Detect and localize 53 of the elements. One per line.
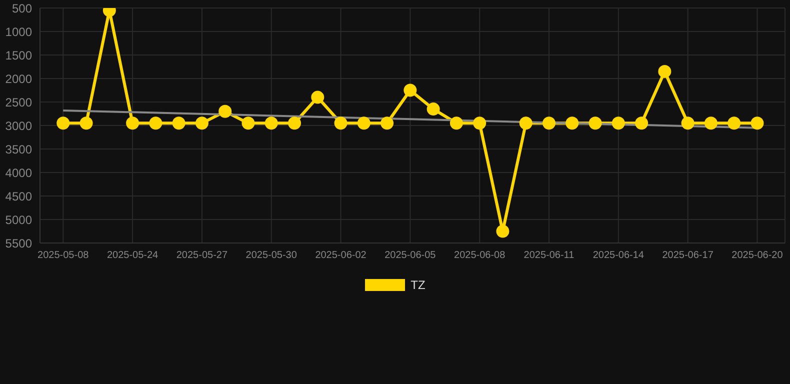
point xyxy=(588,116,602,130)
point xyxy=(242,116,255,130)
y-tick-label: 2500 xyxy=(5,95,32,110)
point xyxy=(566,116,579,130)
point xyxy=(612,116,625,130)
x-tick-label: 2025-06-08 xyxy=(454,250,506,262)
point xyxy=(126,116,140,130)
y-tick-label: 4000 xyxy=(5,166,32,180)
point xyxy=(750,116,764,130)
point xyxy=(704,116,718,130)
point xyxy=(635,116,648,130)
x-tick-label: 2025-05-24 xyxy=(106,250,159,262)
legend-label: TZ xyxy=(410,278,426,292)
y-tick-label: 3000 xyxy=(5,118,32,133)
point xyxy=(218,104,232,118)
point xyxy=(426,102,440,116)
point xyxy=(681,116,694,130)
y-tick-label: 1000 xyxy=(5,24,32,39)
point xyxy=(334,116,348,130)
x-tick-label: 2025-06-11 xyxy=(524,250,575,262)
x-tick-label: 2025-06-17 xyxy=(662,250,714,262)
point xyxy=(542,116,556,130)
point xyxy=(519,116,532,130)
y-tick-label: 1500 xyxy=(5,48,32,62)
point xyxy=(357,116,370,130)
point xyxy=(450,116,463,130)
point xyxy=(380,116,394,130)
x-tick-label: 2025-06-20 xyxy=(732,250,784,262)
point xyxy=(473,116,486,130)
x-tick-label: 2025-05-30 xyxy=(246,250,298,262)
point xyxy=(149,116,162,130)
point xyxy=(658,64,672,78)
x-tick-label: 2025-05-08 xyxy=(38,250,90,262)
point xyxy=(288,116,302,130)
y-tick-label: 3500 xyxy=(5,142,32,156)
point xyxy=(496,224,510,238)
y-tick-label: 5500 xyxy=(5,236,32,250)
point xyxy=(264,116,278,130)
x-tick-label: 2025-06-05 xyxy=(384,250,436,262)
point xyxy=(728,116,741,130)
point xyxy=(195,116,208,130)
point xyxy=(404,84,417,97)
point xyxy=(311,90,324,104)
y-tick-label: 2000 xyxy=(5,72,32,86)
point xyxy=(80,116,93,130)
y-tick-label: 4500 xyxy=(5,189,32,204)
point xyxy=(56,116,70,130)
y-tick-label: 500 xyxy=(12,1,32,16)
x-tick-label: 2025-06-02 xyxy=(315,250,367,262)
y-tick-label: 5000 xyxy=(5,212,32,227)
x-tick-label: 2025-05-27 xyxy=(176,250,228,262)
x-tick-label: 2025-06-14 xyxy=(592,250,644,262)
point xyxy=(172,116,186,130)
